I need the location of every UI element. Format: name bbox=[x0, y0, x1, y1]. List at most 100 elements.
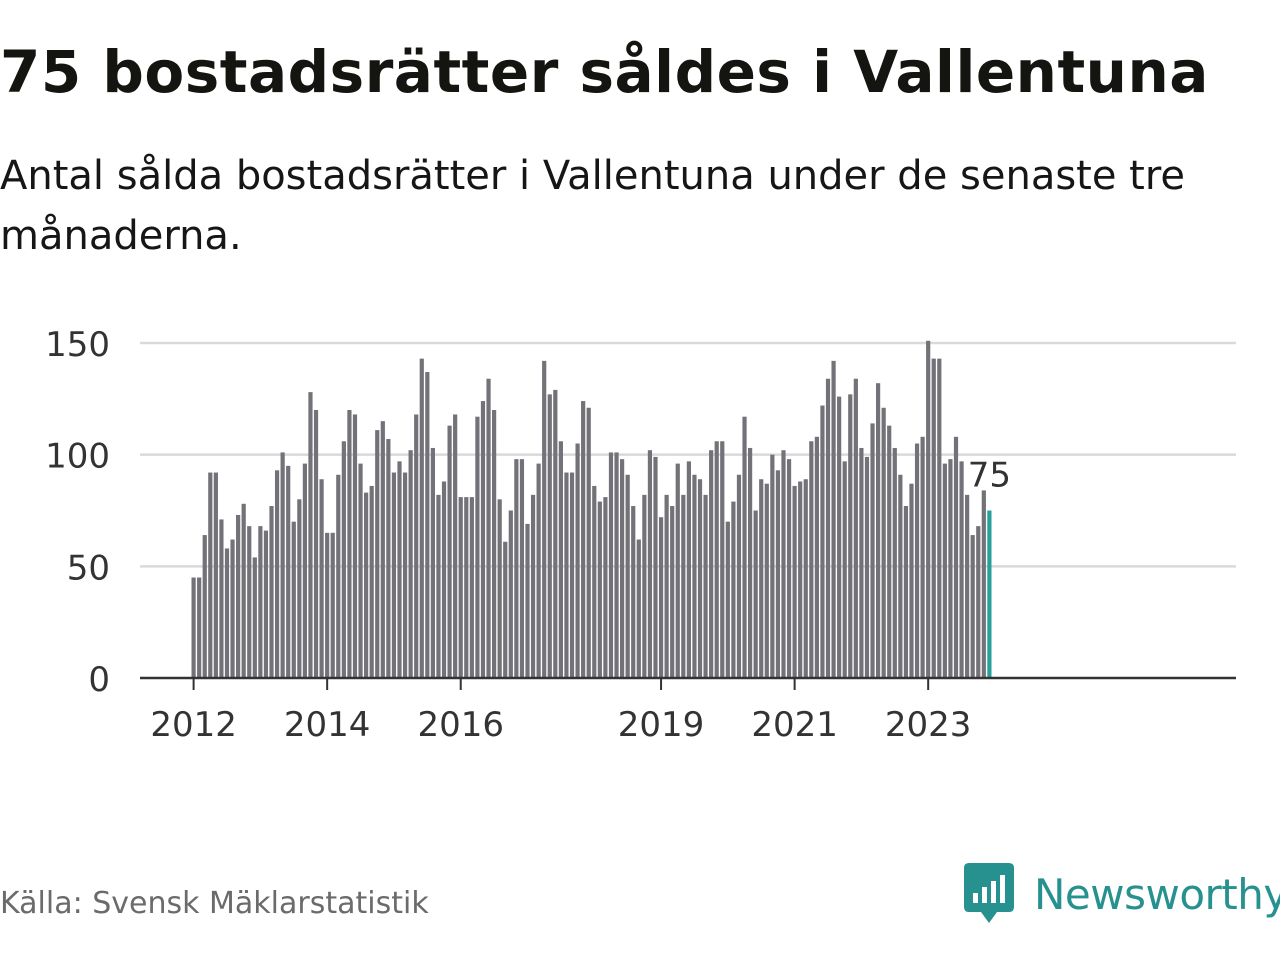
bar bbox=[208, 472, 213, 678]
source-note: Källa: Svensk Mäklarstatistik bbox=[0, 886, 429, 921]
bar bbox=[369, 485, 374, 678]
bar bbox=[419, 358, 424, 678]
bar bbox=[608, 452, 614, 678]
bar bbox=[558, 441, 563, 678]
bar bbox=[202, 535, 207, 678]
bar bbox=[636, 539, 641, 678]
bar bbox=[569, 472, 575, 678]
bar bbox=[842, 461, 847, 678]
bar bbox=[625, 474, 630, 678]
bar bbox=[464, 497, 469, 678]
x-tick-label: 2019 bbox=[618, 705, 705, 745]
bar bbox=[475, 416, 480, 678]
bar bbox=[948, 459, 953, 678]
bar bbox=[236, 514, 241, 678]
bar bbox=[898, 474, 903, 678]
bar bbox=[658, 517, 664, 678]
bar bbox=[402, 472, 408, 678]
bar bbox=[519, 459, 525, 678]
bar bbox=[597, 501, 602, 678]
bar bbox=[881, 407, 886, 678]
bar bbox=[864, 456, 870, 678]
bar bbox=[920, 436, 925, 678]
bar bbox=[397, 461, 402, 678]
bar bbox=[492, 410, 497, 678]
newsworthy-logo-icon bbox=[964, 863, 1014, 923]
bar bbox=[425, 372, 430, 678]
bar bbox=[870, 423, 875, 678]
bar bbox=[358, 463, 363, 678]
bar bbox=[647, 450, 653, 678]
bar bbox=[430, 447, 435, 678]
bar bbox=[336, 474, 341, 678]
bar bbox=[191, 577, 196, 678]
bar bbox=[375, 430, 380, 678]
bar bbox=[347, 410, 352, 678]
bar bbox=[319, 479, 324, 678]
bar bbox=[263, 530, 269, 678]
bar bbox=[798, 481, 803, 678]
x-tick-label: 2014 bbox=[284, 705, 371, 745]
bar bbox=[224, 548, 230, 678]
bar bbox=[770, 454, 775, 678]
bar bbox=[213, 472, 218, 678]
bar bbox=[803, 479, 808, 678]
bar bbox=[380, 421, 385, 678]
bar bbox=[603, 497, 608, 678]
bar bbox=[914, 443, 920, 678]
bar bbox=[497, 499, 502, 678]
bar bbox=[508, 510, 513, 678]
bar bbox=[759, 479, 764, 678]
bar bbox=[252, 557, 257, 678]
bar bbox=[786, 459, 792, 678]
bar bbox=[686, 461, 691, 678]
bar bbox=[391, 472, 397, 678]
bar bbox=[736, 474, 742, 678]
bar bbox=[325, 532, 330, 678]
bar bbox=[875, 383, 881, 678]
bar bbox=[837, 396, 842, 678]
bar bbox=[297, 499, 302, 678]
bar bbox=[592, 485, 597, 678]
bar bbox=[514, 459, 519, 678]
bar bbox=[302, 463, 307, 678]
brand-logo: Newsworthy bbox=[964, 862, 1280, 926]
y-tick-label: 0 bbox=[88, 660, 110, 700]
bar bbox=[553, 389, 558, 678]
bar bbox=[341, 441, 346, 678]
bar bbox=[280, 452, 285, 678]
bar bbox=[670, 506, 675, 678]
bar bbox=[909, 483, 914, 678]
bar bbox=[313, 410, 319, 678]
bar bbox=[731, 501, 736, 678]
bar bbox=[408, 450, 413, 678]
bar bbox=[352, 414, 358, 678]
bar bbox=[286, 465, 291, 678]
bar bbox=[720, 441, 725, 678]
bar bbox=[953, 436, 959, 678]
x-tick-label: 2023 bbox=[885, 705, 972, 745]
last-value-label: 75 bbox=[968, 456, 1011, 496]
bar bbox=[853, 378, 858, 678]
bar bbox=[542, 360, 547, 678]
brand-name: Newsworthy bbox=[1034, 869, 1280, 919]
bar bbox=[709, 450, 714, 678]
bar bbox=[653, 456, 658, 678]
bar bbox=[469, 497, 474, 678]
bar bbox=[775, 470, 781, 678]
bar bbox=[697, 479, 703, 678]
bar bbox=[525, 523, 530, 678]
bar-highlight bbox=[987, 510, 992, 678]
bar bbox=[458, 497, 463, 678]
bar bbox=[831, 360, 836, 678]
y-tick-label: 150 bbox=[45, 325, 110, 365]
bar bbox=[441, 481, 447, 678]
bar bbox=[453, 414, 458, 678]
x-tick-label: 2021 bbox=[751, 705, 838, 745]
bar bbox=[631, 506, 636, 678]
x-tick-label: 2016 bbox=[417, 705, 504, 745]
bar bbox=[965, 494, 970, 678]
bar-chart: 0 50 100 150 2012 2014 2016 2019 2021 2023 75 bbox=[45, 325, 1236, 745]
bar bbox=[792, 485, 797, 678]
bar bbox=[976, 526, 981, 678]
